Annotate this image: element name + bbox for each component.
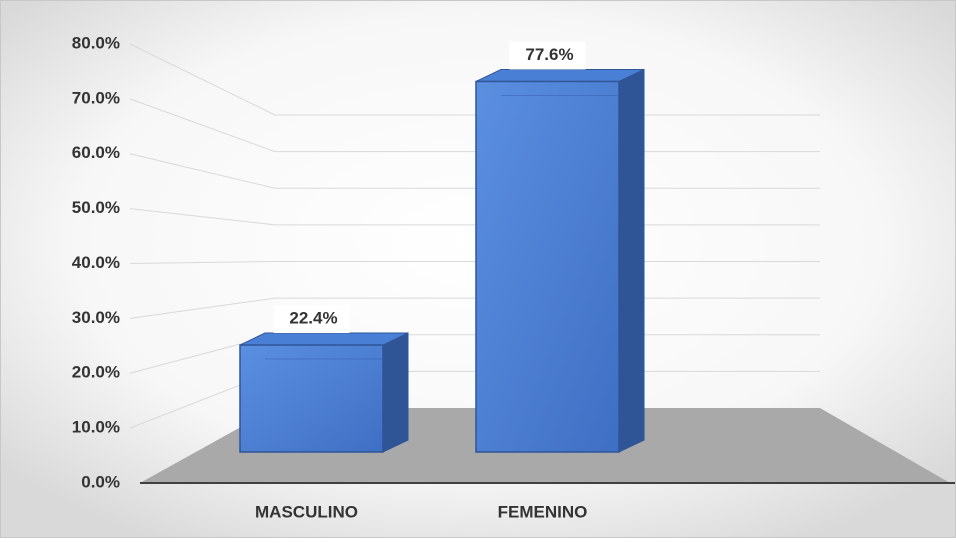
value-label: 77.6% xyxy=(525,45,573,64)
y-tick-label: 0.0% xyxy=(81,472,120,491)
y-tick-label: 10.0% xyxy=(72,418,120,437)
y-tick-label: 80.0% xyxy=(72,33,120,52)
grid-line xyxy=(129,98,276,153)
y-tick-label: 20.0% xyxy=(72,363,120,382)
bar-top xyxy=(475,68,645,82)
value-label: 22.4% xyxy=(289,309,337,328)
x-tick-label: FEMENINO xyxy=(498,502,588,521)
bar-side xyxy=(618,68,645,453)
grid-line xyxy=(129,153,276,189)
grid-line xyxy=(129,297,276,319)
value-label-box xyxy=(509,41,586,70)
value-label-box xyxy=(273,305,350,334)
bar xyxy=(475,80,620,453)
grid-line xyxy=(129,208,276,226)
y-tick-label: 30.0% xyxy=(72,308,120,327)
y-tick-label: 50.0% xyxy=(72,198,120,217)
bar-side xyxy=(382,332,409,453)
y-tick-label: 40.0% xyxy=(72,253,120,272)
x-tick-label: MASCULINO xyxy=(255,502,358,521)
grid-line xyxy=(129,43,276,116)
bar-top xyxy=(239,332,409,346)
grid-line xyxy=(129,261,276,264)
bar xyxy=(239,344,384,453)
y-tick-label: 60.0% xyxy=(72,143,120,162)
y-tick-label: 70.0% xyxy=(72,88,120,107)
